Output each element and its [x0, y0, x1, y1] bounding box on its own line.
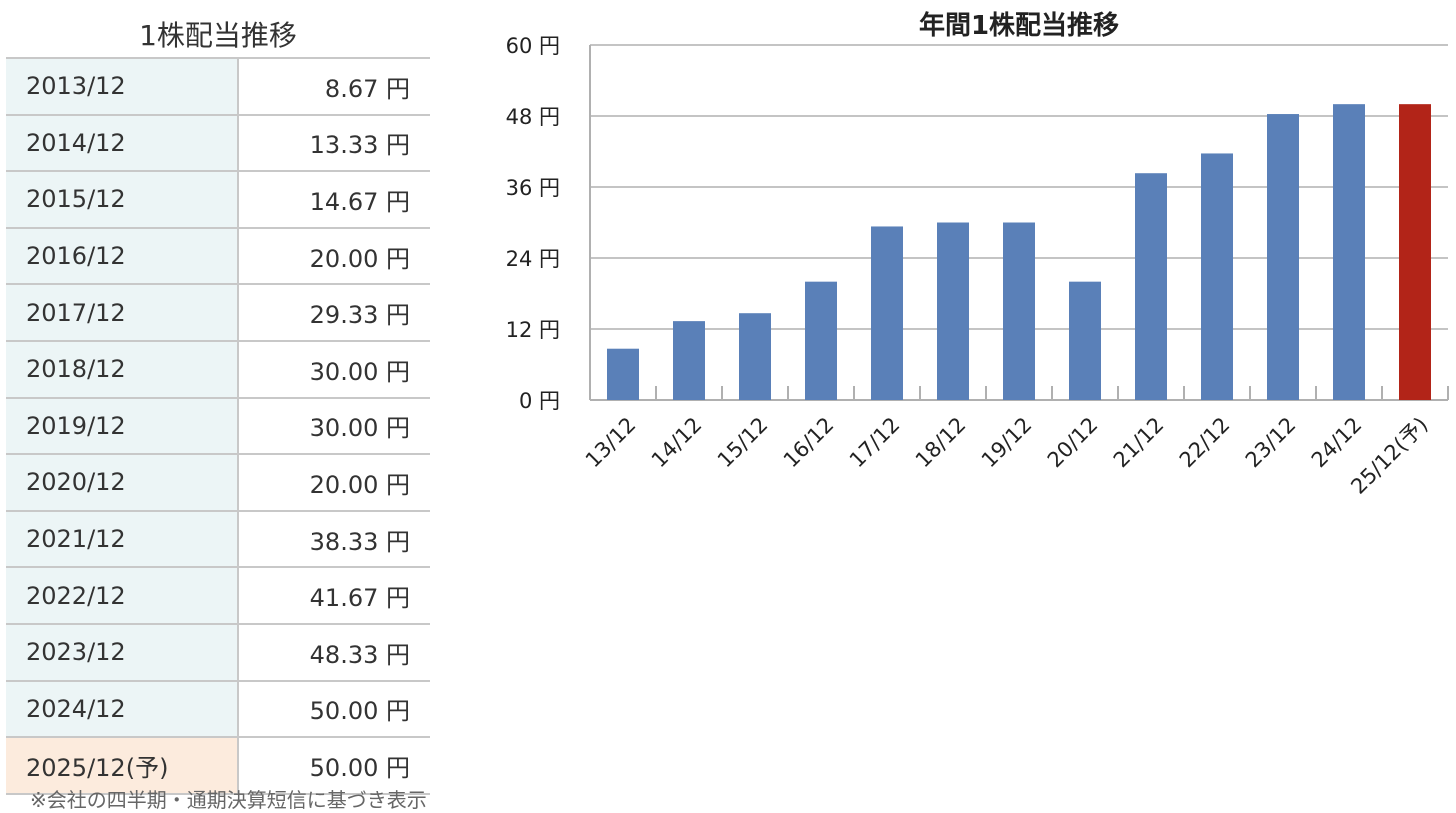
- dividend-amount-cell: 13.33 円: [238, 113, 430, 173]
- dividend-amount-cell: 50.00 円: [238, 736, 430, 795]
- table-row: 2022/12 41.67 円: [6, 566, 430, 625]
- x-tick-label: 14/12: [647, 413, 707, 473]
- bar: [871, 226, 903, 400]
- bar: [1135, 173, 1167, 400]
- table-row: 2015/12 14.67 円: [6, 170, 430, 229]
- y-tick-label: 24 円: [506, 247, 560, 271]
- bar: [1069, 281, 1101, 400]
- forecast-bar: [1399, 104, 1431, 401]
- period-cell: 2016/12: [6, 226, 239, 286]
- footnote: ※会社の四半期・通期決算短信に基づき表示: [30, 788, 427, 812]
- table-row: 2017/12 29.33 円: [6, 283, 430, 342]
- dividend-amount-cell: 30.00 円: [238, 339, 430, 399]
- period-cell: 2019/12: [6, 396, 239, 456]
- dividend-amount-cell: 48.33 円: [238, 622, 430, 682]
- dividend-amount-cell: 41.67 円: [238, 566, 430, 625]
- period-cell: 2022/12: [6, 566, 239, 625]
- period-cell: 2018/12: [6, 339, 239, 399]
- dividend-amount-cell: 8.67 円: [238, 57, 430, 116]
- dividend-table-panel: 1株配当推移 2013/12 8.67 円 2014/12 13.33 円 2015/1…: [6, 0, 430, 795]
- x-tick-label: 13/12: [581, 413, 641, 473]
- bar: [739, 313, 771, 400]
- x-tick-label: 21/12: [1109, 413, 1169, 473]
- table-row: 2020/12 20.00 円: [6, 453, 430, 512]
- table-row: 2018/12 30.00 円: [6, 339, 430, 399]
- bar: [1201, 153, 1233, 400]
- bar: [1003, 222, 1035, 400]
- bar: [805, 281, 837, 400]
- y-tick-label: 0 円: [519, 389, 560, 413]
- y-tick-label: 48 円: [506, 105, 560, 129]
- x-tick-label: 19/12: [977, 413, 1037, 473]
- x-tick-label: 22/12: [1175, 413, 1235, 473]
- dividend-amount-cell: 30.00 円: [238, 396, 430, 456]
- table-row: 2013/12 8.67 円: [6, 57, 430, 116]
- x-tick-label: 20/12: [1043, 413, 1103, 473]
- period-cell: 2021/12: [6, 509, 239, 569]
- dividend-amount-cell: 50.00 円: [238, 679, 430, 739]
- period-cell: 2014/12: [6, 113, 239, 173]
- table-row: 2016/12 20.00 円: [6, 226, 430, 286]
- table-title: 1株配当推移: [139, 19, 297, 52]
- table-row: 2014/12 13.33 円: [6, 113, 430, 173]
- bar: [673, 321, 705, 400]
- dividend-bar-chart: 年間1株配当推移 0 円 12 円 24 円 36 円 48 円 60 円 13/12 14/1…: [506, 10, 1449, 499]
- x-tick-label: 23/12: [1241, 413, 1301, 473]
- x-tick-label: 24/12: [1307, 413, 1367, 473]
- table-row: 2021/12 38.33 円: [6, 509, 430, 569]
- x-tick-label: 16/12: [779, 413, 839, 473]
- period-cell: 2024/12: [6, 679, 239, 739]
- period-cell: 2023/12: [6, 622, 239, 682]
- dividend-amount-cell: 29.33 円: [238, 283, 430, 342]
- period-cell: 2025/12(予): [6, 736, 239, 795]
- y-tick-label: 12 円: [506, 318, 560, 342]
- bar: [1333, 104, 1365, 401]
- dividend-amount-cell: 20.00 円: [238, 453, 430, 512]
- period-cell: 2013/12: [6, 57, 239, 116]
- table-row: 2019/12 30.00 円: [6, 396, 430, 456]
- period-cell: 2020/12: [6, 453, 239, 512]
- x-tick-label: 15/12: [713, 413, 773, 473]
- period-cell: 2015/12: [6, 170, 239, 229]
- table-row: 2025/12(予) 50.00 円: [6, 736, 430, 795]
- bar: [937, 222, 969, 400]
- x-tick-label: 17/12: [845, 413, 905, 473]
- period-cell: 2017/12: [6, 283, 239, 342]
- dividend-amount-cell: 14.67 円: [238, 170, 430, 229]
- dividend-table: 2013/12 8.67 円 2014/12 13.33 円 2015/12 14.67 …: [6, 57, 430, 795]
- bar: [1267, 114, 1299, 401]
- table-row: 2023/12 48.33 円: [6, 622, 430, 682]
- chart-title: 年間1株配当推移: [919, 10, 1119, 41]
- table-row: 2024/12 50.00 円: [6, 679, 430, 739]
- y-tick-label: 36 円: [506, 176, 560, 200]
- dividend-amount-cell: 38.33 円: [238, 509, 430, 569]
- y-tick-label: 60 円: [506, 34, 560, 58]
- dividend-amount-cell: 20.00 円: [238, 226, 430, 286]
- bar: [607, 348, 639, 400]
- x-tick-label: 18/12: [911, 413, 971, 473]
